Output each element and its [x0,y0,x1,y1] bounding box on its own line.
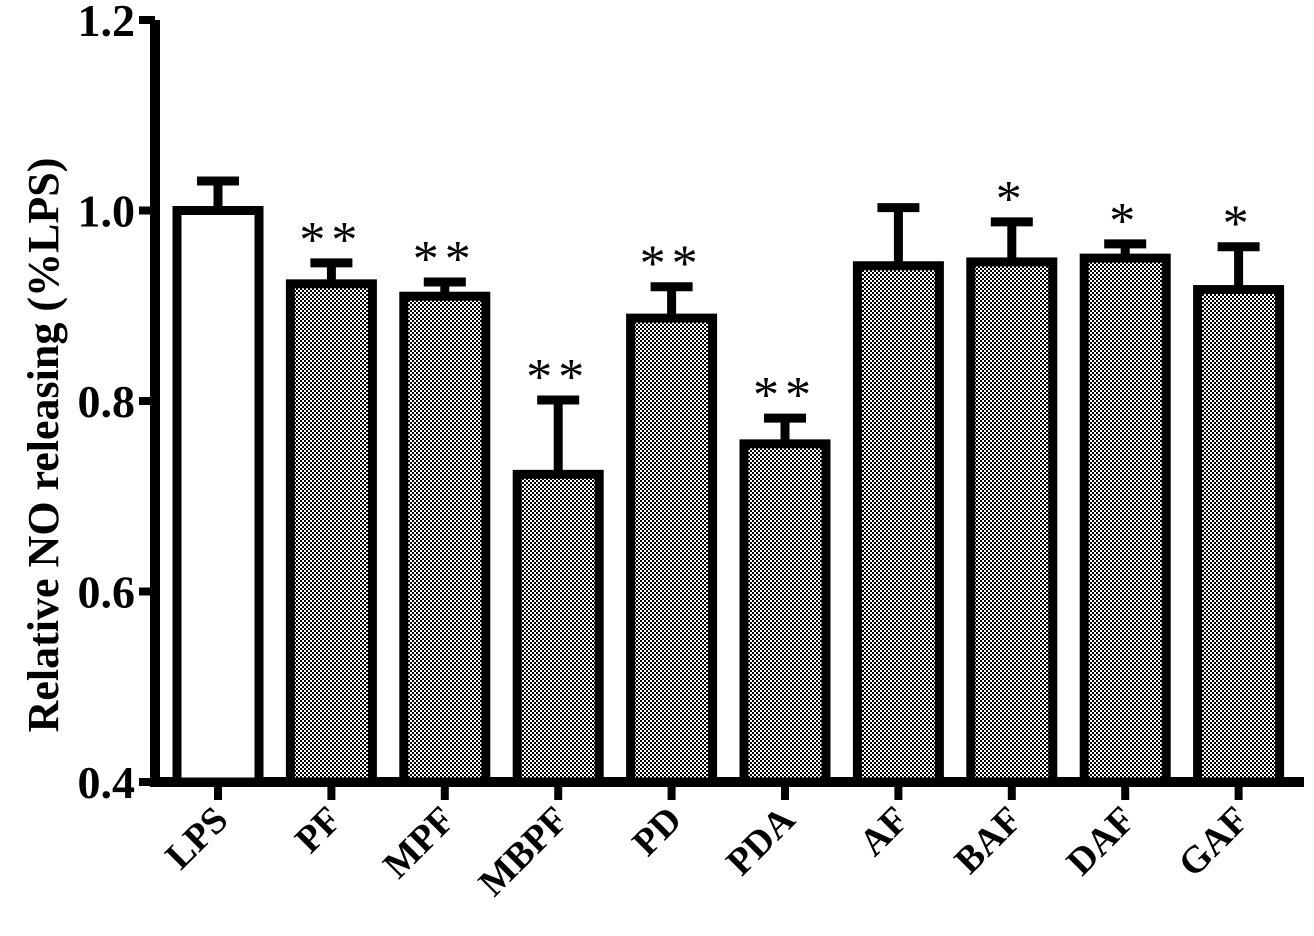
bar-mpf [399,291,491,787]
significance-marker: * [996,171,1028,228]
category-label: DAF [1059,799,1144,884]
bar-baf [966,257,1058,787]
significance-marker: * [1223,196,1255,253]
category-label: PF [287,799,350,862]
y-tick-label: 1.2 [78,0,136,46]
bar-daf [1079,253,1171,787]
bar-pda [739,439,831,787]
y-tick-label: 0.6 [78,567,136,618]
category-label: PD [624,799,690,865]
significance-marker: * [1109,193,1141,250]
significance-marker: ** [640,236,704,293]
significance-marker: ** [526,349,590,406]
category-label: PDA [718,798,803,883]
bar-pd [626,313,718,787]
category-label: MPF [375,799,463,887]
significance-marker: ** [299,212,363,269]
y-tick-label: 1.0 [78,186,136,237]
category-label: LPS [157,799,236,878]
bar-lps [172,206,264,787]
category-label: AF [851,799,917,865]
significance-marker: ** [753,367,817,424]
category-label: MBPF [471,799,577,905]
bar-gaf [1193,285,1285,787]
category-label: BAF [947,799,1030,882]
significance-marker: ** [413,231,477,288]
y-tick-label: 0.4 [78,757,136,808]
y-axis-title: Relative NO releasing (%LPS) [19,158,68,733]
y-tick-label: 0.8 [78,376,136,427]
bar-pf [285,279,377,787]
bar-af [852,261,944,787]
category-label: GAF [1171,799,1257,885]
bar-mbpf [512,469,604,787]
